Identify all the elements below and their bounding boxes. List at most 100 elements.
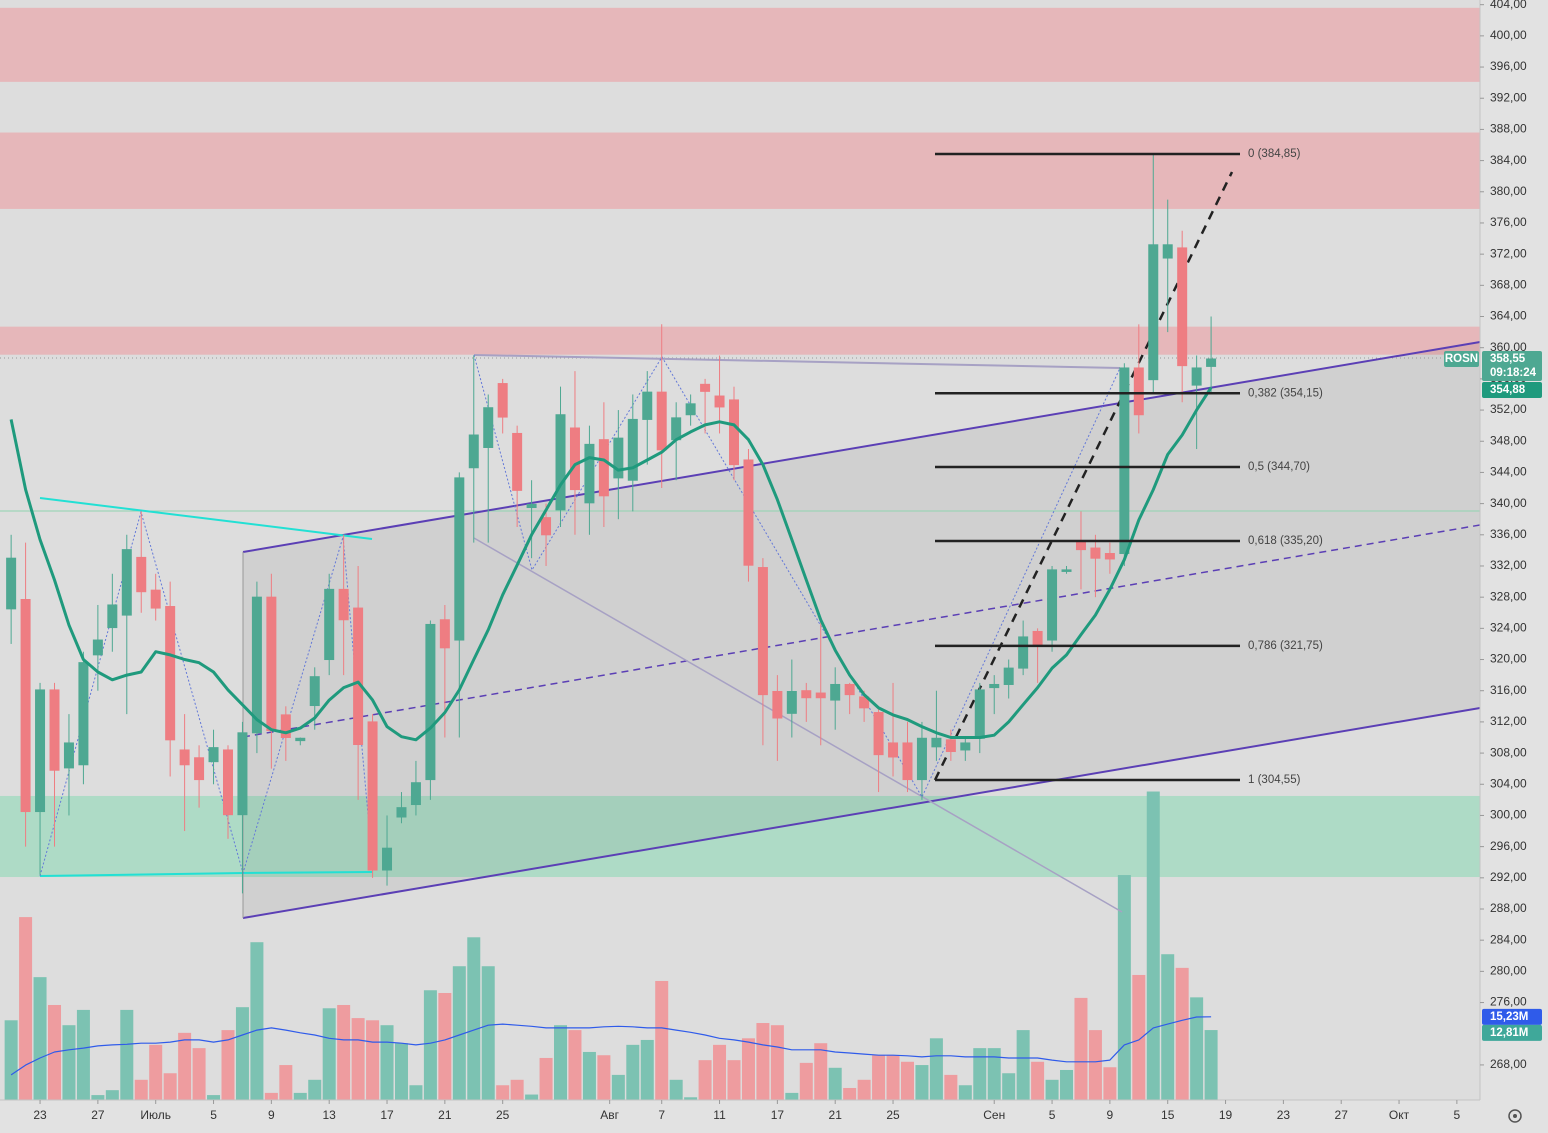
volume-bar [1088, 1030, 1102, 1100]
candle-body [468, 434, 479, 469]
candle-body [1090, 547, 1101, 559]
candle-body [309, 676, 320, 707]
candle-body [1191, 367, 1202, 386]
x-tick-label: 23 [1277, 1108, 1291, 1122]
x-tick-label: 5 [1049, 1108, 1056, 1122]
zone [0, 7, 1480, 82]
volume-bar [1031, 1061, 1045, 1100]
x-tick-label: 15 [1161, 1108, 1175, 1122]
x-axis-panel [0, 1100, 1480, 1133]
volume-bar [1132, 974, 1146, 1100]
candles [6, 153, 1217, 894]
candle-body [859, 696, 870, 709]
y-tick-label: 324,00 [1490, 621, 1527, 635]
x-tick-label: 27 [91, 1108, 105, 1122]
candle-body [815, 692, 826, 699]
candle-body [497, 383, 508, 418]
candle-body [945, 739, 956, 753]
candle-body [194, 757, 205, 781]
volume-bar [207, 1095, 221, 1100]
volume-bar [33, 977, 47, 1100]
volume-bar [452, 966, 466, 1100]
volume-bar [1074, 997, 1088, 1100]
y-tick-label: 400,00 [1490, 28, 1527, 42]
candle-body [888, 742, 899, 758]
candle-body [367, 721, 378, 871]
volume-bar [351, 1018, 365, 1100]
volume-bar [554, 1025, 568, 1100]
x-tick-label: 25 [496, 1108, 510, 1122]
candle-body [613, 437, 624, 479]
x-tick-label: 23 [33, 1108, 47, 1122]
volume-bar [857, 1079, 871, 1100]
candle-body [353, 607, 364, 746]
y-tick-label: 376,00 [1490, 215, 1527, 229]
y-tick-label: 328,00 [1490, 589, 1527, 603]
candle-body [786, 690, 797, 714]
volume-bar [886, 1055, 900, 1100]
candle-body [208, 747, 219, 763]
y-tick-label: 348,00 [1490, 433, 1527, 447]
candle-body [902, 742, 913, 781]
volume-tag-label: 15,23M [1490, 1011, 1528, 1023]
fib-label: 0,382 (354,15) [1248, 387, 1323, 399]
settings-icon[interactable] [1508, 1109, 1522, 1123]
y-tick-label: 292,00 [1490, 870, 1527, 884]
drawings [0, 171, 1481, 919]
y-tick-label: 396,00 [1490, 59, 1527, 73]
symbol-tag [1444, 351, 1479, 368]
candle-body [150, 589, 161, 609]
y-tick-label: 332,00 [1490, 558, 1527, 572]
candle-body [1133, 367, 1144, 416]
volume-bar [568, 1030, 582, 1100]
symbol-label: ROSN [1445, 353, 1478, 365]
volume-bar [872, 1055, 886, 1100]
zones [0, 7, 1480, 878]
fib-label: 1 (304,55) [1248, 774, 1301, 786]
candle-body [324, 588, 335, 661]
x-tick-label: 5 [210, 1108, 217, 1122]
candle-body [974, 689, 985, 739]
volume-bar [250, 942, 264, 1100]
volume-bar [843, 1087, 857, 1100]
price-tags: ROSN 358,55 09:18:24 354,88 15,23M 12,81M [1444, 351, 1542, 1041]
volume-bar [423, 990, 437, 1100]
x-tick-label: Окт [1389, 1108, 1410, 1122]
fib-label: 0,618 (335,20) [1248, 535, 1323, 547]
volume-bar [741, 1038, 755, 1100]
y-tick-label: 312,00 [1490, 714, 1527, 728]
volume-bar [828, 1067, 842, 1100]
price-tag [1482, 351, 1542, 382]
y-tick-label: 268,00 [1490, 1057, 1527, 1071]
x-tick-label: 27 [1335, 1108, 1349, 1122]
volume-bar [1204, 1030, 1218, 1100]
volume-tag-label: 12,81M [1490, 1027, 1528, 1039]
zone [0, 132, 1480, 209]
y-tick-label: 284,00 [1490, 932, 1527, 946]
candle-body [989, 683, 1000, 689]
volume-tag [1482, 1024, 1542, 1041]
x-tick-label: 19 [1219, 1108, 1233, 1122]
volume-bar [322, 1008, 336, 1100]
candle-body [569, 427, 580, 491]
settings-icon[interactable] [1508, 1109, 1522, 1123]
volume-bar [1103, 1067, 1117, 1100]
y-tick-label: 288,00 [1490, 901, 1527, 915]
volume-bar [308, 1079, 322, 1100]
volume-bar [1175, 967, 1189, 1100]
y-tick-label: 280,00 [1490, 964, 1527, 978]
x-tick-label: 7 [658, 1108, 665, 1122]
candle-body [960, 742, 971, 751]
candle-body [121, 549, 132, 616]
candle-body [1061, 569, 1072, 572]
axes: 268,00 276,00 280,00 284,00 288,00 292,00 296,… [33, 0, 1527, 1122]
candle-body [873, 712, 884, 756]
candle-body [1032, 630, 1043, 646]
candle-body [338, 588, 349, 621]
volume-bar [626, 1044, 640, 1100]
volume-bar [1190, 997, 1204, 1100]
candle-body [222, 749, 233, 816]
candle-body [844, 683, 855, 696]
